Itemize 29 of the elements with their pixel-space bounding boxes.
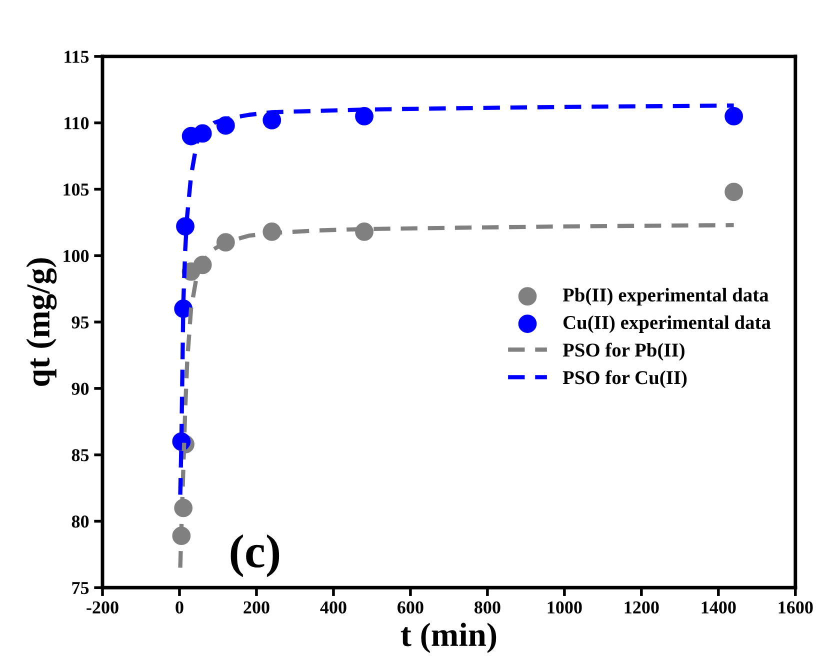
y-tick-label: 80 (72, 515, 89, 528)
legend-label: PSO for Pb(II) (562, 342, 684, 361)
point (724, 182, 744, 202)
y-tick-label: 100 (64, 250, 89, 262)
y-axis-title: qt (mg/g) (26, 258, 57, 386)
point (724, 107, 744, 126)
y-tick-label: 90 (72, 382, 89, 395)
x-tick-label: 800 (474, 601, 500, 614)
y-tick-label: 75 (72, 582, 89, 594)
x-tick-label: 0 (176, 601, 184, 614)
x-tick-label: 1400 (702, 601, 736, 614)
x-tick-label: 600 (398, 601, 424, 614)
x-tick-label: -200 (86, 601, 118, 614)
y-tick-label: 95 (72, 316, 89, 328)
legend-label: Cu(II) experimental data (563, 315, 771, 334)
y-tick-label: 105 (64, 183, 89, 196)
legend-label: PSO for Cu(II) (562, 370, 687, 388)
x-tick-label: 400 (320, 601, 346, 614)
y-tick-label: 110 (64, 117, 89, 130)
y-tick-label: 85 (72, 449, 89, 462)
annotation: (c) (230, 534, 280, 578)
x-tick-label: 1600 (778, 601, 813, 614)
x-tick-label: 1200 (624, 601, 659, 614)
point (355, 107, 374, 126)
x-tick-label: 1000 (548, 601, 582, 614)
y-tick-label: 115 (64, 50, 89, 63)
legend-label: Pb(II) experimental data (562, 288, 769, 306)
x-tick-label: 200 (244, 601, 270, 614)
x-axis-title: t (min) (400, 622, 496, 653)
